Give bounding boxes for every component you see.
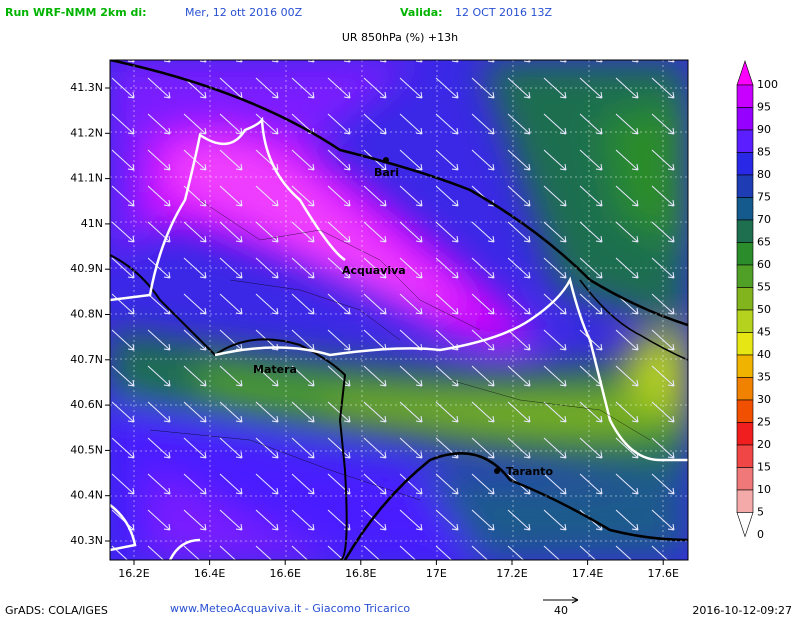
colorbar: 1009590858075706560555045403530252015105… bbox=[736, 60, 778, 541]
timestamp: 2016-10-12-09:27 bbox=[692, 604, 792, 617]
valid-label: Valida: bbox=[400, 6, 443, 19]
lon-label: 16.4E bbox=[194, 567, 225, 580]
colorbar-label: 30 bbox=[757, 393, 771, 406]
lat-label: 41.2N bbox=[70, 126, 103, 139]
run-label: Run WRF-NMM 2km di: bbox=[5, 6, 147, 19]
lon-label: 16.8E bbox=[345, 567, 376, 580]
humidity-field bbox=[110, 60, 688, 560]
lat-label: 41N bbox=[81, 217, 103, 230]
colorbar-label: 80 bbox=[757, 168, 771, 181]
colorbar-swatch bbox=[736, 264, 754, 288]
cities: Bari Acquaviva Matera Taranto bbox=[253, 157, 553, 478]
city-label: Matera bbox=[253, 363, 297, 376]
colorbar-swatch bbox=[736, 332, 754, 356]
colorbar-label: 95 bbox=[757, 101, 771, 114]
map-frame bbox=[109, 59, 689, 561]
city-dot bbox=[494, 468, 500, 474]
lat-label: 40.8N bbox=[70, 308, 103, 321]
lat-label: 40.3N bbox=[70, 534, 103, 547]
colorbar-label: 40 bbox=[757, 348, 771, 361]
lat-label: 41.3N bbox=[70, 81, 103, 94]
lon-label: 17.2E bbox=[496, 567, 527, 580]
colorbar-cap bbox=[736, 512, 754, 538]
colorbar-label: 45 bbox=[757, 326, 771, 339]
lat-label: 41.1N bbox=[70, 172, 103, 185]
colorbar-swatch bbox=[736, 197, 754, 221]
lat-label: 40.7N bbox=[70, 353, 103, 366]
lon-label: 17.4E bbox=[572, 567, 603, 580]
vector-scale-arrow bbox=[543, 596, 579, 604]
colorbar-swatch bbox=[736, 444, 754, 468]
colorbar-label: 15 bbox=[757, 461, 771, 474]
colorbar-cap bbox=[736, 60, 754, 86]
valid-date: 12 OCT 2016 13Z bbox=[455, 6, 553, 19]
colorbar-swatch bbox=[736, 107, 754, 131]
colorbar-label: 90 bbox=[757, 123, 771, 136]
lat-label: 40.6N bbox=[70, 398, 103, 411]
colorbar-swatch bbox=[736, 242, 754, 266]
colorbar-label: 60 bbox=[757, 258, 771, 271]
colorbar-swatch bbox=[736, 489, 754, 513]
lat-label: 40.4N bbox=[70, 489, 103, 502]
colorbar-swatch bbox=[736, 309, 754, 333]
credit: www.MeteoAcquaviva.it - Giacomo Tricaric… bbox=[170, 602, 410, 615]
lat-label: 40.9N bbox=[70, 262, 103, 275]
colorbar-label: 55 bbox=[757, 281, 771, 294]
colorbar-label: 85 bbox=[757, 146, 771, 159]
colorbar-swatch bbox=[736, 152, 754, 176]
colorbar-swatch bbox=[736, 399, 754, 423]
colorbar-swatch bbox=[736, 422, 754, 446]
colorbar-swatch bbox=[736, 219, 754, 243]
grid-lines bbox=[110, 60, 688, 560]
colorbar-label: 5 bbox=[757, 506, 764, 519]
colorbar-label: 65 bbox=[757, 236, 771, 249]
colorbar-swatch bbox=[736, 377, 754, 401]
colorbar-label: 20 bbox=[757, 438, 771, 451]
colorbar-swatch bbox=[736, 84, 754, 108]
colorbar-label: 100 bbox=[757, 78, 778, 91]
lat-label: 40.5N bbox=[70, 443, 103, 456]
colorbar-swatch bbox=[736, 354, 754, 378]
colorbar-swatch bbox=[736, 287, 754, 311]
lon-label: 16.2E bbox=[118, 567, 149, 580]
vector-scale: 40 bbox=[554, 604, 568, 617]
run-date: Mer, 12 ott 2016 00Z bbox=[185, 6, 303, 19]
lat-axis: 41.3N 41.2N 41.1N 41N 40.9N 40.8N 40.7N 40.6N 40… bbox=[70, 81, 110, 547]
lon-axis: 16.2E 16.4E 16.6E 16.8E 17E 17.2E 17.4E 17.6E bbox=[118, 560, 679, 580]
colorbar-label: 0 bbox=[757, 528, 764, 541]
city-dot bbox=[383, 157, 389, 163]
lon-label: 17.6E bbox=[647, 567, 678, 580]
colorbar-label: 75 bbox=[757, 191, 771, 204]
lon-label: 16.6E bbox=[269, 567, 300, 580]
city-label: Acquaviva bbox=[342, 264, 406, 277]
city-label: Taranto bbox=[506, 465, 553, 478]
lon-label: 17E bbox=[426, 567, 447, 580]
colorbar-label: 25 bbox=[757, 416, 771, 429]
colorbar-label: 35 bbox=[757, 371, 771, 384]
colorbar-swatch bbox=[736, 467, 754, 491]
colorbar-label: 70 bbox=[757, 213, 771, 226]
colorbar-swatch bbox=[736, 174, 754, 198]
city-label: Bari bbox=[374, 166, 399, 179]
map-title: UR 850hPa (%) +13h bbox=[342, 31, 458, 44]
colorbar-swatch bbox=[736, 129, 754, 153]
colorbar-label: 50 bbox=[757, 303, 771, 316]
software: GrADS: COLA/IGES bbox=[5, 604, 108, 617]
colorbar-label: 10 bbox=[757, 483, 771, 496]
